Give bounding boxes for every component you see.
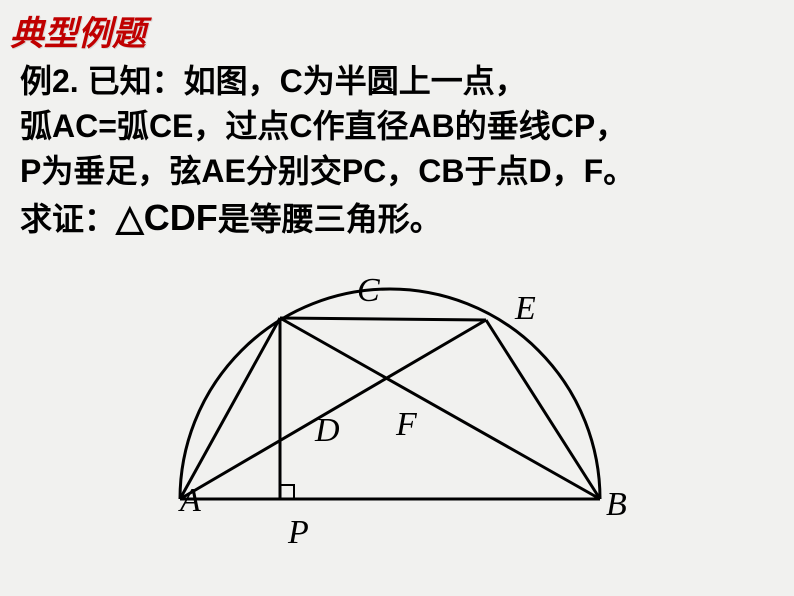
section-header: 典型例题 [0,0,794,55]
label-P: P [288,514,309,552]
text: 作直径 [313,108,409,144]
problem-line-3: P为垂足，弦AE分别交PC，CB于点D，F。 [20,149,774,194]
problem-line-4: 求证：△CDF是等腰三角形。 [20,193,774,243]
text: ， [386,153,418,189]
text: 求证： [20,201,116,237]
label-D: D [315,412,340,450]
arc-AC: AC= [52,108,117,144]
chord-AE: AE [201,153,245,189]
text: ， [552,153,584,189]
text: 已知：如图， [79,63,280,99]
text: 于点 [465,153,529,189]
line-AC [180,318,280,499]
text: ， [595,108,627,144]
geometry-diagram: C E D F A B P [0,254,794,594]
line-CE [280,318,486,320]
point-D: D [529,153,552,189]
label-A: A [180,482,201,520]
point-P: P [20,153,41,189]
diagram-svg [160,254,620,544]
diameter-AB: AB [409,108,455,144]
line-EB [486,320,600,499]
example-number: 例2. [20,63,79,99]
point-F: F [584,153,604,189]
diagram-lines [180,289,600,499]
label-B: B [606,486,627,524]
line-CB [280,318,600,499]
problem-line-2: 弧AC=弧CE，过点C作直径AB的垂线CP， [20,104,774,149]
text: 弧 [20,108,52,144]
text: 弧 [117,108,149,144]
perp-CP: CP [551,108,595,144]
seg-CB: CB [418,153,464,189]
text: 分别交 [246,153,342,189]
text: ，过点 [193,108,289,144]
text: 。 [603,153,635,189]
point-C: C [289,108,312,144]
text: 为半圆上一点， [303,63,527,99]
label-E: E [515,290,536,328]
text: 是等腰三角形。 [218,201,442,237]
text: 的垂线 [455,108,551,144]
point-C: C [280,63,303,99]
right-angle-marker [280,485,294,499]
text: 为垂足，弦 [41,153,201,189]
problem-text: 例2. 已知：如图，C为半圆上一点， 弧AC=弧CE，过点C作直径AB的垂线CP… [0,55,794,244]
arc-CE: CE [149,108,193,144]
seg-PC: PC [342,153,386,189]
problem-line-1: 例2. 已知：如图，C为半圆上一点， [20,59,774,104]
label-C: C [357,272,380,310]
label-F: F [396,406,417,444]
triangle-CDF: △CDF [116,197,218,238]
